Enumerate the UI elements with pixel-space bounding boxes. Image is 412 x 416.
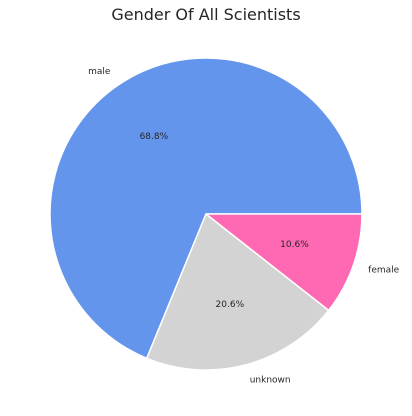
pct-label-unknown: 20.6% xyxy=(216,300,245,310)
pct-label-male: 68.8% xyxy=(140,132,169,142)
pct-label-female: 10.6% xyxy=(280,240,309,250)
slice-label-unknown: unknown xyxy=(250,375,291,385)
pie-slices xyxy=(50,58,362,370)
slice-label-male: male xyxy=(88,67,111,77)
slice-label-female: female xyxy=(368,266,399,276)
